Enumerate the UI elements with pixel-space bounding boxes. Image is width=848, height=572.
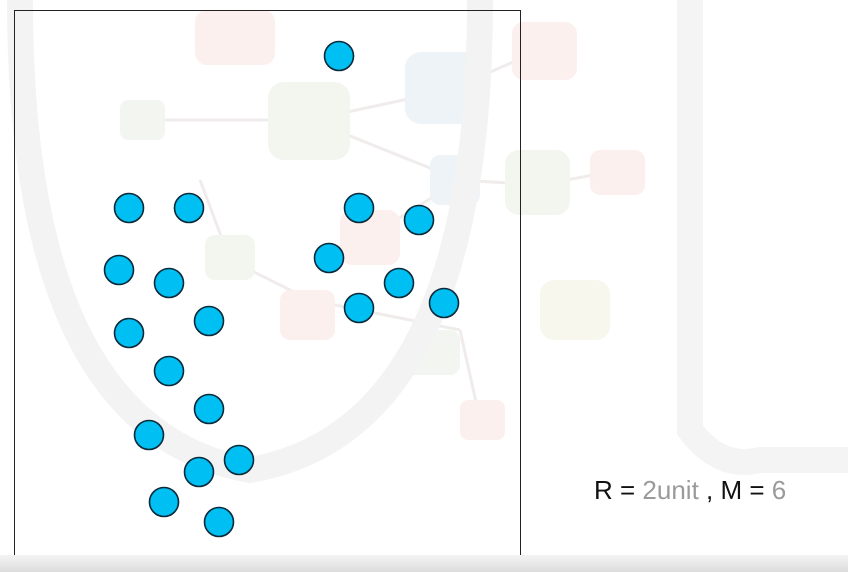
data-point (193, 393, 225, 425)
data-point (313, 242, 345, 274)
data-point (403, 204, 435, 236)
data-point (153, 355, 185, 387)
data-point (133, 419, 165, 451)
parameter-caption: R = 2unit , M = 6 (594, 475, 786, 506)
radius-label: R = (594, 475, 643, 505)
data-point (148, 486, 180, 518)
min-points-label: , M = (698, 475, 772, 505)
min-points-value: 6 (771, 475, 787, 505)
data-point (193, 305, 225, 337)
data-point (323, 40, 355, 72)
data-point (203, 506, 235, 538)
data-point (113, 317, 145, 349)
data-point (183, 456, 215, 488)
data-point (383, 267, 415, 299)
data-point (343, 292, 375, 324)
data-point (173, 192, 205, 224)
radius-value: 2unit (642, 475, 699, 505)
data-point (223, 444, 255, 476)
data-point (103, 254, 135, 286)
data-point (428, 287, 460, 319)
data-point (343, 192, 375, 224)
data-point (153, 267, 185, 299)
bottom-band (0, 555, 848, 572)
data-point (113, 192, 145, 224)
